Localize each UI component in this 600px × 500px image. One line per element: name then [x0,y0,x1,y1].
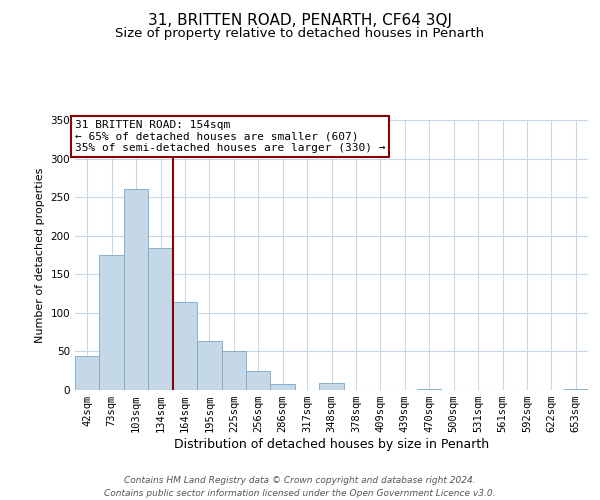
Text: Contains HM Land Registry data © Crown copyright and database right 2024.: Contains HM Land Registry data © Crown c… [124,476,476,485]
Bar [319,383,344,390]
Text: 31, BRITTEN ROAD, PENARTH, CF64 3QJ: 31, BRITTEN ROAD, PENARTH, CF64 3QJ [148,12,452,28]
Bar [148,248,173,390]
Text: Contains public sector information licensed under the Open Government Licence v3: Contains public sector information licen… [104,488,496,498]
Bar [197,340,221,390]
Bar [563,389,588,390]
Bar [271,384,295,390]
Text: Size of property relative to detached houses in Penarth: Size of property relative to detached ho… [115,28,485,40]
Bar [173,302,197,390]
Bar [124,190,148,390]
Bar [221,352,246,390]
Bar [417,389,442,390]
Bar [75,356,100,390]
X-axis label: Distribution of detached houses by size in Penarth: Distribution of detached houses by size … [174,438,489,451]
Text: 31 BRITTEN ROAD: 154sqm
← 65% of detached houses are smaller (607)
35% of semi-d: 31 BRITTEN ROAD: 154sqm ← 65% of detache… [75,120,386,153]
Bar [246,370,271,390]
Y-axis label: Number of detached properties: Number of detached properties [35,168,45,342]
Bar [100,255,124,390]
